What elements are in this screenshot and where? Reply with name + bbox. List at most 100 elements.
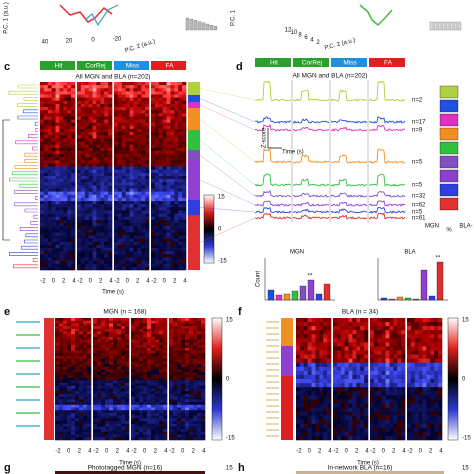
heatmap-cell: [137, 97, 142, 102]
heatmap-cell: [93, 364, 98, 368]
heatmap-cell: [319, 346, 324, 351]
heatmap-cell: [79, 331, 84, 335]
heatmap-cell: [189, 383, 194, 387]
heatmap-cell: [169, 366, 174, 370]
heatmap-cell: [71, 100, 76, 105]
heatmap-cell: [67, 347, 72, 351]
heatmap-cell: [87, 328, 92, 332]
heatmap-cell: [178, 248, 183, 252]
heatmap-cell: [55, 163, 60, 167]
heatmap-cell: [77, 113, 82, 117]
heatmap-cell: [51, 182, 56, 186]
heatmap-cell: [63, 229, 68, 233]
dendrogram: [24, 239, 38, 244]
heatmap-cell: [80, 176, 86, 180]
heatmap-cell: [79, 380, 84, 384]
heatmap-cell: [71, 407, 76, 411]
heatmap-cell: [307, 342, 312, 347]
heatmap-cell: [401, 435, 406, 441]
heatmap-cell: [88, 254, 93, 258]
heatmap-cell: [145, 107, 150, 111]
heatmap-cell: [352, 415, 357, 420]
heatmap-cell: [169, 350, 174, 354]
heatmap-cell: [121, 103, 126, 108]
heatmap-cell: [170, 216, 175, 221]
heatmap-cell: [133, 135, 138, 139]
heatmap-cell: [43, 248, 49, 252]
heatmap-cell: [47, 235, 52, 239]
heatmap-cell: [40, 232, 45, 236]
heatmap-cell: [88, 113, 93, 117]
heatmap-cell: [92, 201, 97, 205]
heatmap-cell: [181, 412, 186, 416]
heatmap-cell: [303, 431, 308, 437]
heatmap-cell: [108, 88, 113, 92]
heatmap-cell: [139, 434, 144, 438]
heatmap-cell: [113, 418, 118, 422]
heatmap-cell: [315, 330, 320, 335]
heatmap-cell: [117, 372, 122, 376]
heatmap-cell: [189, 323, 194, 327]
x-tick-label: 0: [163, 279, 167, 285]
heatmap-cell: [163, 404, 168, 408]
dendrogram: [22, 109, 38, 114]
heatmap-cell: [131, 421, 136, 425]
heatmap-cell: [189, 388, 194, 392]
heatmap-cell: [151, 113, 156, 117]
heatmap-cell: [47, 257, 52, 261]
cluster-bar: [188, 160, 200, 200]
heatmap-cell: [137, 88, 142, 92]
heatmap-cell: [170, 103, 175, 108]
heatmap-cell: [67, 380, 72, 384]
heatmap-cell: [177, 355, 182, 359]
heatmap-cell: [370, 354, 375, 359]
heatmap-cell: [55, 380, 60, 384]
heatmap-cell: [43, 163, 49, 167]
heatmap-cell: [397, 419, 402, 425]
heatmap-cell: [177, 434, 182, 438]
heatmap-cell: [87, 355, 92, 359]
heatmap-cell: [159, 412, 164, 416]
heatmap-cell: [170, 182, 175, 186]
heatmap-cell: [83, 418, 88, 422]
heatmap-cell: [348, 338, 353, 343]
heatmap-cell: [121, 207, 126, 211]
heatmap-cell: [158, 169, 163, 174]
heatmap-cell: [125, 326, 130, 330]
heatmap-cell: [174, 223, 179, 227]
heatmap-cell: [364, 427, 369, 433]
heatmap-cell: [117, 210, 123, 214]
heatmap-cell: [67, 103, 72, 108]
heatmap-cell: [166, 147, 171, 152]
heatmap-cell: [104, 91, 109, 95]
heatmap-cell: [174, 191, 179, 196]
heatmap-cell: [71, 207, 76, 211]
heatmap-cell: [84, 122, 89, 127]
heatmap-cell: [181, 374, 186, 378]
heatmap-cell: [114, 122, 119, 127]
heatmap-cell: [377, 318, 382, 323]
heatmap-cell: [296, 419, 301, 425]
heatmap-cell: [381, 391, 386, 396]
heatmap-cell: [129, 216, 134, 221]
cluster-trace: [368, 148, 406, 164]
heatmap-cell: [193, 399, 198, 403]
heatmap-cell: [109, 353, 114, 357]
heatmap-cell: [84, 163, 89, 167]
heatmap-cell: [125, 210, 130, 214]
heatmap-cell: [151, 122, 156, 127]
heatmap-cell: [125, 207, 130, 211]
count-bar: [412, 298, 420, 301]
heatmap-cell: [133, 226, 138, 230]
heatmap-cell: [143, 429, 148, 433]
heatmap-cell: [434, 330, 439, 335]
heatmap-cell: [155, 393, 160, 397]
heatmap-cell: [47, 116, 52, 120]
heatmap-cell: [67, 100, 72, 105]
heatmap-cell: [401, 326, 406, 331]
heatmap-cell: [55, 219, 60, 224]
heatmap-cell: [55, 88, 60, 92]
heatmap-cell: [101, 421, 106, 425]
heatmap-cell: [55, 263, 60, 268]
heatmap-cell: [327, 399, 332, 404]
